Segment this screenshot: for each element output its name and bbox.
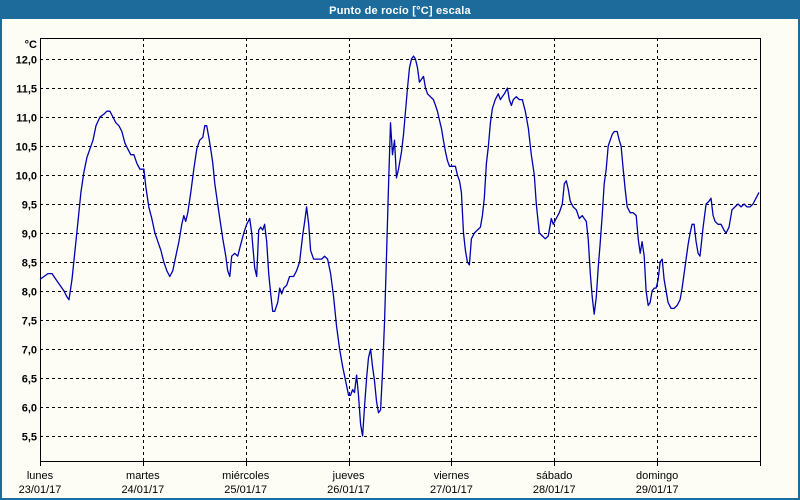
x-tick-day-label: jueves [332, 470, 365, 482]
y-tick-label: 10,0 [16, 171, 37, 183]
y-tick-label: 6,0 [22, 403, 37, 415]
y-tick-label: 9,0 [22, 229, 37, 241]
x-tick-date-label: 27/01/17 [430, 484, 473, 496]
x-tick-day-label: miércoles [222, 470, 270, 482]
x-tick-day-label: lunes [27, 470, 54, 482]
y-tick-label: 8,0 [22, 287, 37, 299]
x-tick-day-label: viernes [434, 470, 470, 482]
h-gridlines [40, 59, 760, 437]
x-tick-day-label: sábado [536, 470, 572, 482]
y-tick-label: 9,5 [22, 200, 37, 212]
chart-area: 12,0 11,5 11,0 10,5 10,0 9,5 9,0 8,5 8,0 7,5 7,0 6,… [2, 19, 798, 498]
x-tick-date-label: 23/01/17 [19, 484, 62, 496]
y-tick-labels: 12,0 11,5 11,0 10,5 10,0 9,5 9,0 8,5 8,0 7,5 7,0 6,… [16, 55, 37, 444]
y-tick-label: 11,0 [16, 113, 37, 125]
plot-border [40, 38, 761, 462]
y-tick-label: 7,5 [22, 316, 37, 328]
x-tick-date-label: 28/01/17 [533, 484, 576, 496]
x-tick-date-label: 24/01/17 [121, 484, 164, 496]
y-tick-label: 6,5 [22, 374, 37, 386]
y-tick-label: 10,5 [16, 142, 37, 154]
title-bar: Punto de rocío [°C] escala [2, 2, 798, 19]
x-tick-date-label: 26/01/17 [327, 484, 370, 496]
x-tick-day-label: martes [126, 470, 160, 482]
x-tick-day-label: domingo [636, 470, 678, 482]
dewpoint-series-line [39, 55, 760, 437]
chart-title: Punto de rocío [°C] escala [329, 4, 471, 17]
dewpoint-chart: 12,0 11,5 11,0 10,5 10,0 9,5 9,0 8,5 8,0 7,5 7,0 6,… [16, 38, 761, 496]
v-gridlines [143, 38, 658, 461]
y-tick-label: 8,5 [22, 258, 37, 270]
y-axis-unit-label: °C [25, 39, 37, 51]
y-tick-label: 7,0 [22, 345, 37, 357]
y-tick-label: 5,5 [22, 432, 37, 444]
y-tick-label: 11,5 [16, 84, 37, 96]
x-tick-date-label: 29/01/17 [636, 484, 679, 496]
x-tick-labels: lunes 23/01/17 martes 24/01/17 miércoles 25/0… [19, 470, 679, 496]
x-tick-date-label: 25/01/17 [224, 484, 267, 496]
y-tick-label: 12,0 [16, 55, 37, 67]
